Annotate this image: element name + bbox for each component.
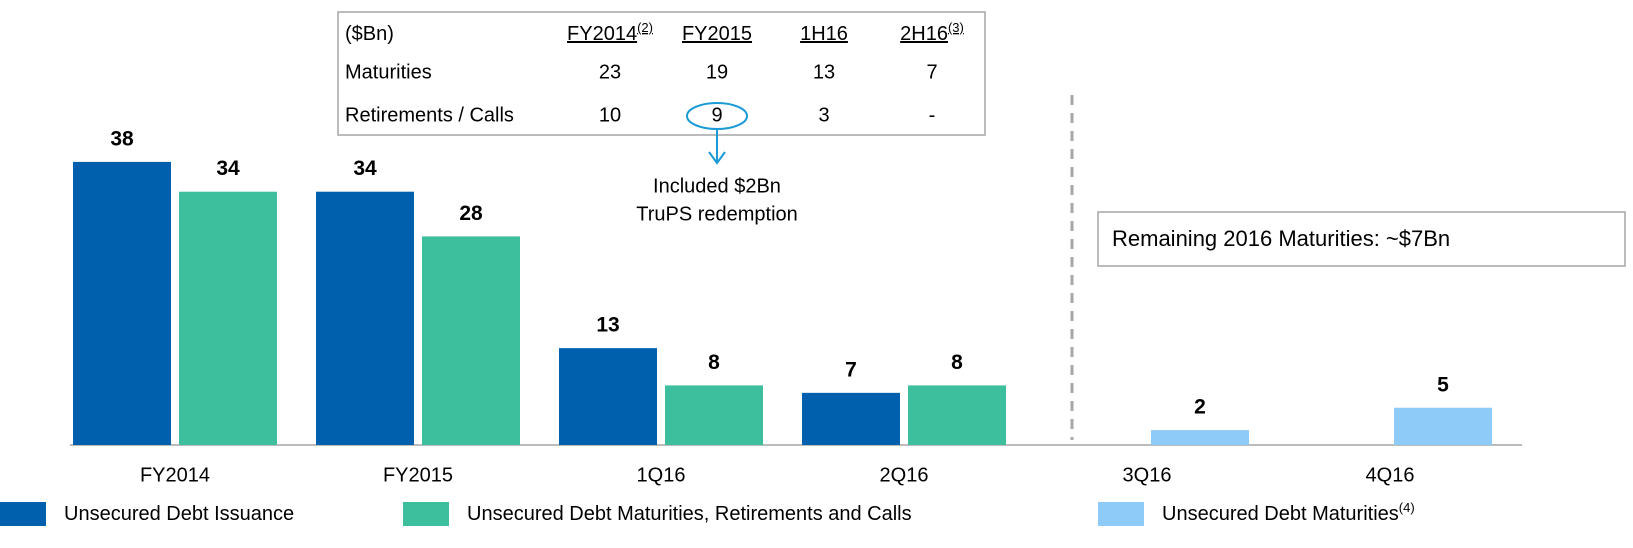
legend-swatch (0, 502, 46, 526)
data-label: 2 (1194, 396, 1206, 419)
data-label: 28 (459, 202, 483, 225)
row-label: Maturities (345, 61, 432, 83)
header-label: ($Bn) (345, 23, 394, 45)
bar (422, 236, 520, 445)
legend-swatch (403, 502, 449, 526)
table-header: 2H16(3) (900, 20, 964, 45)
table-cell: 19 (706, 61, 728, 83)
bar (179, 191, 277, 445)
table-header: 1H16 (800, 23, 848, 45)
legend-label: Unsecured Debt Maturities(4) (1162, 500, 1415, 525)
bar (665, 385, 763, 445)
bar (802, 392, 900, 445)
bar (559, 348, 657, 445)
table-header: FY2014(2) (567, 20, 653, 45)
arrow-head (708, 151, 726, 165)
header-label: 1H16 (800, 23, 848, 45)
data-label: 8 (951, 351, 963, 374)
table-header: ($Bn) (345, 23, 394, 45)
x-tick-label: 3Q16 (1123, 464, 1172, 486)
x-tick-label: FY2015 (383, 464, 453, 486)
x-tick-label: 1Q16 (637, 464, 686, 486)
legend-note: (4) (1399, 500, 1415, 515)
annotation: Included $2Bn (653, 175, 781, 197)
data-label: 13 (596, 314, 619, 337)
x-tick-label: 2Q16 (880, 464, 929, 486)
header-label: 2H16 (900, 23, 948, 45)
legend-label: Unsecured Debt Maturities, Retirements a… (467, 503, 912, 525)
bar (316, 191, 414, 445)
x-tick-label: 4Q16 (1366, 464, 1415, 486)
row-label: Retirements / Calls (345, 104, 514, 126)
bar (1151, 430, 1249, 445)
legend-name: Unsecured Debt Maturities (1162, 503, 1399, 525)
data-label: 7 (845, 358, 857, 381)
legend-name: Unsecured Debt Issuance (64, 503, 294, 525)
bar (908, 385, 1006, 445)
data-label: 34 (353, 157, 377, 180)
table-cell: 9 (711, 104, 722, 126)
header-label: FY2014 (567, 23, 637, 45)
header-note: (3) (948, 20, 964, 35)
data-label: 38 (110, 127, 134, 150)
table-box (337, 11, 986, 136)
callout: Remaining 2016 Maturities: ~$7Bn (1112, 226, 1450, 251)
data-label: 5 (1437, 373, 1449, 396)
table-cell: 10 (599, 104, 621, 126)
table-cell: 3 (818, 104, 829, 126)
table-cell: 23 (599, 61, 621, 83)
bar (73, 161, 171, 445)
header-label: FY2015 (682, 23, 752, 45)
callout-box (1097, 211, 1626, 267)
table-header: FY2015 (682, 23, 752, 45)
table-cell: - (929, 104, 936, 126)
data-label: 34 (216, 157, 240, 180)
legend-name: Unsecured Debt Maturities, Retirements a… (467, 503, 912, 525)
data-label: 8 (708, 351, 720, 374)
annotation: TruPS redemption (636, 203, 798, 225)
legend-swatch (1098, 502, 1144, 526)
table-cell: 7 (926, 61, 937, 83)
legend-label: Unsecured Debt Issuance (64, 503, 294, 525)
bar (1394, 407, 1492, 445)
header-note: (2) (637, 20, 653, 35)
table-cell: 13 (813, 61, 835, 83)
x-tick-label: FY2014 (140, 464, 210, 486)
